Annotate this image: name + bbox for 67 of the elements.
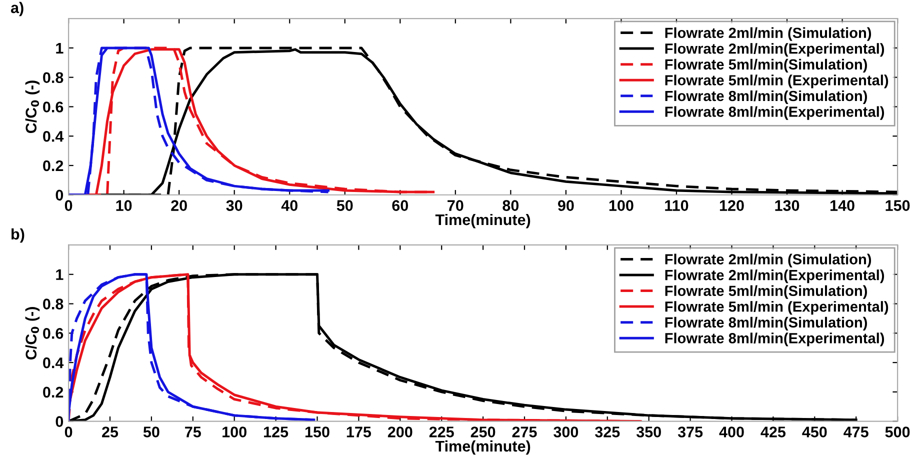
legend-label: Flowrate 5ml/min(Simulation) [665, 285, 867, 299]
y-tick-label: 0.6 [43, 102, 64, 112]
x-tick-label: 0 [64, 426, 72, 438]
x-tick-label: 325 [595, 426, 620, 438]
x-tick-label: 425 [760, 426, 786, 438]
x-tick-label: 400 [719, 426, 744, 438]
x-tick-label: 150 [305, 426, 330, 438]
x-tick-label: 200 [388, 426, 412, 438]
x-tick-label: 60 [392, 200, 408, 211]
x-tick-label: 75 [185, 426, 201, 438]
x-tick-label: 125 [264, 426, 288, 438]
x-tick-label: 30 [226, 200, 242, 211]
y-tick-label: 1 [56, 42, 64, 54]
x-tick-label: 90 [558, 200, 574, 211]
x-tick-label: 25 [102, 426, 118, 438]
x-tick-label: 120 [720, 200, 744, 211]
y-tick-label: 1 [56, 269, 64, 280]
x-tick-label: 500 [885, 426, 910, 438]
x-tick-label: 375 [678, 426, 703, 438]
legend-label: Flowrate 2ml/min (Simulation) [665, 27, 872, 41]
x-tick-label: 100 [222, 426, 246, 438]
x-tick-label: 0 [64, 200, 72, 211]
y-tick-label: 0 [56, 416, 64, 427]
y-tick-label: 0.4 [43, 130, 64, 142]
chart-title: b) [12, 228, 24, 243]
legend-label: Flowrate 8ml/min(Experimental) [665, 332, 884, 346]
x-axis-title: Time(minute) [435, 214, 530, 228]
y-axis-title: C/C$_{0}$ (-) [25, 307, 40, 360]
x-tick-label: 350 [636, 426, 661, 438]
y-tick-label: 0.8 [43, 72, 64, 84]
x-tick-label: 175 [346, 426, 372, 438]
y-tick-label: 0 [56, 190, 64, 201]
x-tick-label: 300 [554, 426, 578, 438]
legend-label: Flowrate 8ml/min(Simulation) [665, 90, 867, 104]
y-tick-label: 0.2 [43, 386, 64, 398]
legend-label: Flowrate 8ml/min(Experimental) [665, 106, 884, 120]
x-tick-label: 100 [609, 200, 634, 211]
chart-title: a) [10, 2, 24, 16]
x-tick-label: 40 [281, 200, 298, 211]
legend-label: Flowrate 2ml/min(Experimental) [665, 43, 884, 57]
x-tick-label: 70 [448, 200, 464, 211]
legend-label: Flowrate 5ml/min(Simulation) [665, 58, 867, 72]
x-tick-label: 140 [830, 200, 854, 211]
x-tick-label: 80 [502, 200, 519, 211]
x-tick-label: 130 [775, 200, 800, 211]
legend-label: Flowrate 8ml/min(Simulation) [665, 316, 867, 330]
y-tick-label: 0.6 [43, 328, 64, 339]
x-tick-label: 50 [336, 200, 353, 211]
x-tick-label: 150 [886, 200, 910, 211]
legend-label: Flowrate 2ml/min (Simulation) [665, 254, 872, 268]
x-axis-title: Time(minute) [435, 440, 530, 455]
x-tick-label: 50 [143, 426, 160, 438]
legend-label: Flowrate 2ml/min(Experimental) [665, 270, 884, 284]
x-tick-label: 225 [429, 426, 454, 438]
x-tick-label: 20 [171, 200, 187, 211]
x-tick-label: 110 [665, 200, 688, 211]
legend-label: Flowrate 5ml/min (Experimental) [665, 74, 888, 88]
x-tick-label: 450 [802, 426, 827, 438]
x-tick-label: 475 [844, 426, 868, 438]
x-tick-label: 10 [116, 200, 132, 211]
legend-label: Flowrate 5ml/min (Experimental) [665, 301, 888, 315]
x-tick-label: 275 [512, 426, 537, 438]
y-tick-label: 0.2 [43, 160, 64, 172]
y-axis-title: C/C$_{0}$ (-) [25, 80, 40, 134]
y-tick-label: 0.4 [43, 357, 64, 368]
x-tick-label: 250 [470, 426, 496, 438]
y-tick-label: 0.8 [43, 298, 64, 310]
